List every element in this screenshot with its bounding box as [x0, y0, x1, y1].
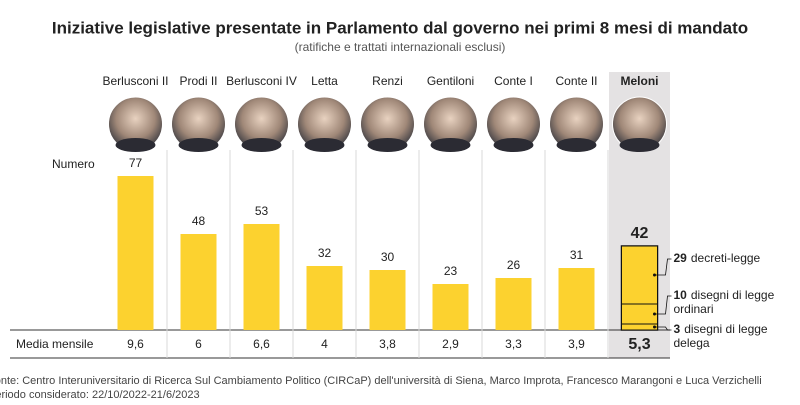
source: Periodo considerato: 22/10/2022-21/6/202… [0, 389, 200, 401]
portrait-body [178, 138, 219, 152]
category-label: Prodi II [179, 74, 217, 88]
leader-line [654, 295, 672, 315]
value-label: 31 [570, 248, 584, 262]
monthly-average: 3,9 [568, 337, 585, 351]
source: Fonte: Centro Interuniversitario di Rice… [0, 375, 762, 387]
portrait-body [493, 138, 534, 152]
value-label: 23 [444, 264, 458, 278]
value-label: 30 [381, 250, 395, 264]
leader-line [654, 258, 672, 276]
bar [117, 176, 154, 330]
segment-value: 10 [674, 288, 688, 302]
monthly-average: 9,6 [127, 337, 144, 351]
bar [495, 278, 532, 330]
portrait-body [304, 138, 345, 152]
category-label: Meloni [621, 74, 659, 88]
segment-label: decreti-legge [691, 251, 761, 265]
bar [243, 224, 280, 330]
monthly-average: 2,9 [442, 337, 459, 351]
portrait-body [241, 138, 282, 152]
category-label: Berlusconi II [102, 74, 168, 88]
value-label: 48 [192, 214, 206, 228]
segment-value: 3 [674, 322, 681, 336]
monthly-average: 4 [321, 337, 328, 351]
monthly-average: 5,3 [628, 336, 650, 353]
portrait-body [367, 138, 408, 152]
bar [558, 268, 595, 330]
category-label: Letta [311, 74, 338, 88]
value-label: 32 [318, 246, 332, 260]
row-label: Media mensile [16, 337, 94, 351]
leader-line [654, 326, 672, 331]
segment-value: 29 [674, 251, 688, 265]
portrait-body [556, 138, 597, 152]
value-label: 42 [631, 225, 649, 242]
chart-title: Iniziative legislative presentate in Par… [52, 18, 748, 37]
segment-label: delega [674, 336, 710, 350]
segment-label: ordinari [674, 302, 714, 316]
value-label: 26 [507, 258, 521, 272]
portrait-body [619, 138, 660, 152]
bar [180, 234, 217, 330]
axis-label: Numero [52, 157, 95, 171]
category-label: Conte II [555, 74, 597, 88]
bar [306, 266, 343, 330]
chart-subtitle: (ratifiche e trattati internazionali esc… [295, 40, 506, 54]
segment-label: disegni di legge [691, 288, 775, 302]
category-label: Gentiloni [427, 74, 474, 88]
portrait-body [115, 138, 156, 152]
bar-segment [621, 245, 658, 305]
monthly-average: 3,8 [379, 337, 396, 351]
bar-segment [621, 323, 658, 331]
monthly-average: 3,3 [505, 337, 522, 351]
monthly-average: 6 [195, 337, 202, 351]
value-label: 53 [255, 204, 269, 218]
value-label: 77 [129, 156, 143, 170]
bar [369, 270, 406, 330]
category-label: Berlusconi IV [226, 74, 297, 88]
category-label: Conte I [494, 74, 533, 88]
monthly-average: 6,6 [253, 337, 270, 351]
bar [432, 284, 469, 330]
bar-segment [621, 303, 658, 325]
portrait-body [430, 138, 471, 152]
category-label: Renzi [372, 74, 403, 88]
segment-label: disegni di legge [684, 322, 768, 336]
